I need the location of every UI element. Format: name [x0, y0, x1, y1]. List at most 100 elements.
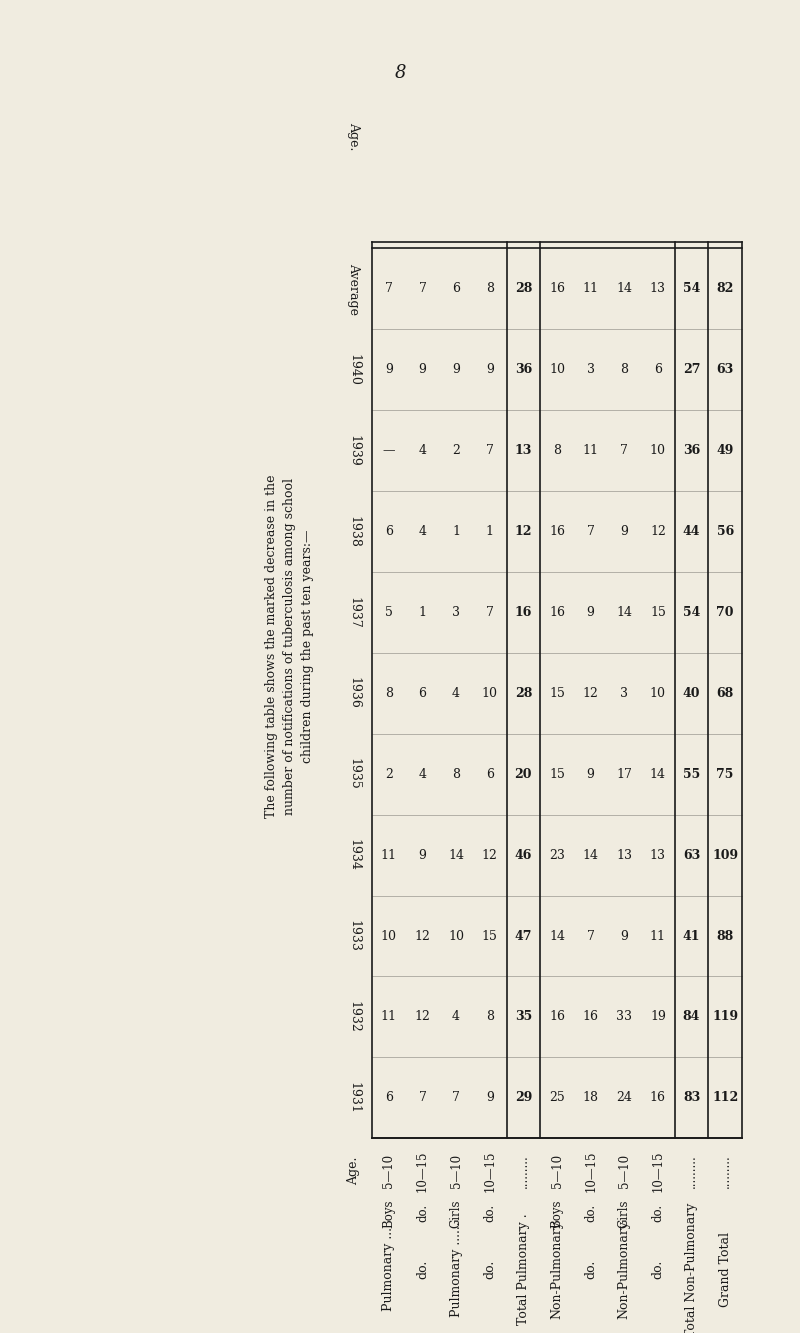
Text: 8: 8 [486, 1010, 494, 1024]
Text: 4: 4 [418, 525, 426, 539]
Text: 12: 12 [414, 929, 430, 942]
Text: 35: 35 [514, 1010, 532, 1024]
Text: 1932: 1932 [347, 1001, 361, 1033]
Text: 7: 7 [586, 929, 594, 942]
Text: 16: 16 [549, 283, 565, 295]
Text: 7: 7 [486, 607, 494, 619]
Text: 13: 13 [616, 849, 632, 861]
Text: 11: 11 [582, 283, 598, 295]
Text: Boys: Boys [550, 1198, 563, 1228]
Text: 20: 20 [514, 768, 532, 781]
Text: 29: 29 [514, 1092, 532, 1104]
Text: 16: 16 [549, 1010, 565, 1024]
Text: 10: 10 [549, 363, 565, 376]
Text: 15: 15 [650, 607, 666, 619]
Text: 1: 1 [486, 525, 494, 539]
Text: 6: 6 [418, 686, 426, 700]
Text: 10—15: 10—15 [651, 1150, 665, 1192]
Text: 49: 49 [717, 444, 734, 457]
Text: 9: 9 [418, 363, 426, 376]
Text: 8: 8 [620, 363, 628, 376]
Text: Grand Total: Grand Total [718, 1232, 732, 1306]
Text: 12: 12 [482, 849, 498, 861]
Text: 9: 9 [586, 607, 594, 619]
Text: 70: 70 [717, 607, 734, 619]
Text: do.: do. [483, 1260, 496, 1280]
Text: 9: 9 [620, 525, 628, 539]
Text: 7: 7 [452, 1092, 460, 1104]
Text: Age.: Age. [347, 121, 361, 151]
Text: 40: 40 [682, 686, 700, 700]
Text: 17: 17 [616, 768, 632, 781]
Text: 6: 6 [385, 1092, 393, 1104]
Text: children during the past ten years:—: children during the past ten years:— [302, 529, 314, 764]
Text: 10: 10 [448, 929, 464, 942]
Text: 8: 8 [486, 283, 494, 295]
Text: 7: 7 [418, 283, 426, 295]
Text: 9: 9 [620, 929, 628, 942]
Text: 11: 11 [650, 929, 666, 942]
Text: Non-Pulmonary: Non-Pulmonary [618, 1220, 630, 1318]
Text: 4: 4 [418, 444, 426, 457]
Text: 44: 44 [682, 525, 700, 539]
Text: 14: 14 [650, 768, 666, 781]
Text: do.: do. [416, 1260, 429, 1280]
Text: 5—10: 5—10 [382, 1154, 395, 1188]
Text: 3: 3 [620, 686, 628, 700]
Text: 6: 6 [654, 363, 662, 376]
Text: 109: 109 [712, 849, 738, 861]
Text: 2: 2 [385, 768, 393, 781]
Text: 7: 7 [586, 525, 594, 539]
Text: 8: 8 [452, 768, 460, 781]
Text: 36: 36 [683, 444, 700, 457]
Text: 15: 15 [549, 768, 565, 781]
Text: 14: 14 [616, 283, 632, 295]
Text: 46: 46 [514, 849, 532, 861]
Text: 55: 55 [683, 768, 700, 781]
Text: 1935: 1935 [347, 758, 361, 790]
Text: 16: 16 [514, 607, 532, 619]
Text: 1933: 1933 [347, 920, 361, 952]
Text: 9: 9 [486, 1092, 494, 1104]
Text: number of notifications of tuberculosis among school: number of notifications of tuberculosis … [283, 479, 297, 814]
Text: Pulmonary ...: Pulmonary ... [382, 1228, 395, 1312]
Text: 10—15: 10—15 [483, 1150, 496, 1192]
Text: 25: 25 [549, 1092, 565, 1104]
Text: 19: 19 [650, 1010, 666, 1024]
Text: 82: 82 [717, 283, 734, 295]
Text: 10—15: 10—15 [584, 1150, 597, 1192]
Text: 56: 56 [717, 525, 734, 539]
Text: 1936: 1936 [347, 677, 361, 709]
Text: 10: 10 [650, 444, 666, 457]
Text: 13: 13 [514, 444, 532, 457]
Text: 36: 36 [514, 363, 532, 376]
Text: 18: 18 [582, 1092, 598, 1104]
Text: 16: 16 [549, 607, 565, 619]
Text: 3: 3 [586, 363, 594, 376]
Text: 3: 3 [452, 607, 460, 619]
Text: Boys: Boys [382, 1198, 395, 1228]
Text: 54: 54 [683, 607, 700, 619]
Text: 1937: 1937 [347, 596, 361, 628]
Text: 83: 83 [683, 1092, 700, 1104]
Text: 6: 6 [385, 525, 393, 539]
Text: 119: 119 [712, 1010, 738, 1024]
Text: 10: 10 [381, 929, 397, 942]
Text: 12: 12 [514, 525, 532, 539]
Text: do.: do. [651, 1260, 665, 1280]
Text: 12: 12 [414, 1010, 430, 1024]
Text: 16: 16 [650, 1092, 666, 1104]
Text: 8: 8 [385, 686, 393, 700]
Text: .........: ......... [517, 1154, 530, 1188]
Text: 9: 9 [486, 363, 494, 376]
Text: 10: 10 [650, 686, 666, 700]
Text: 33: 33 [616, 1010, 632, 1024]
Text: 28: 28 [514, 686, 532, 700]
Text: 16: 16 [582, 1010, 598, 1024]
Text: Pulmonary ......: Pulmonary ...... [450, 1221, 462, 1317]
Text: Non-Pulmonary: Non-Pulmonary [550, 1220, 563, 1318]
Text: 8: 8 [394, 64, 406, 83]
Text: do.: do. [584, 1260, 597, 1280]
Text: 13: 13 [650, 283, 666, 295]
Text: 7: 7 [385, 283, 393, 295]
